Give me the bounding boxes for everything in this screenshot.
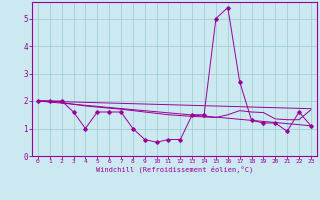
X-axis label: Windchill (Refroidissement éolien,°C): Windchill (Refroidissement éolien,°C): [96, 166, 253, 173]
